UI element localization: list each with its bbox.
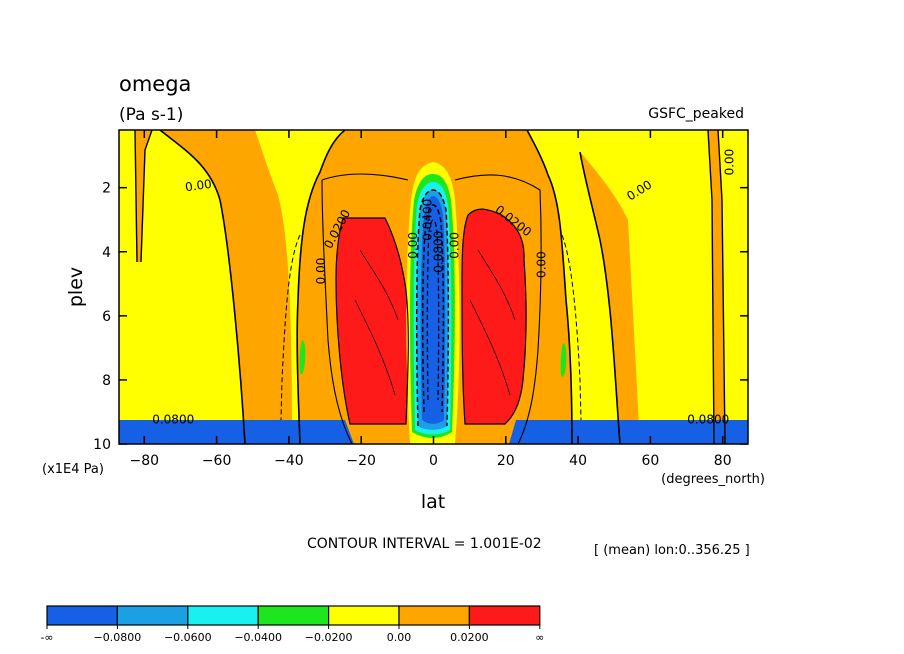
x-tick-label: −80	[130, 453, 160, 469]
colorbar-label: −0.0800	[94, 631, 142, 644]
dataset-label: GSFC_peaked	[648, 106, 744, 122]
contour-equator-dashed-3	[426, 219, 440, 401]
colorbar-label: −0.0200	[305, 631, 353, 644]
contour-zero-left-tongue	[134, 130, 153, 263]
contour-equator-dashed-2	[421, 204, 445, 413]
x-tick-label: −40	[274, 453, 304, 469]
field-orange-nh-middle	[580, 152, 640, 444]
x-axis-label: lat	[421, 491, 445, 513]
x-tick-label: 40	[569, 453, 587, 469]
x-axis: −80 −60 −40 −20 0 20 40 60 80	[130, 130, 732, 469]
contour-red-north-outline	[461, 208, 527, 425]
field-red-north	[462, 209, 527, 424]
field-neutral-northern	[527, 130, 748, 444]
contour-zero-south-upper	[159, 130, 246, 444]
contour-zero-north	[526, 130, 573, 444]
contour-interval-note: CONTOUR INTERVAL = 1.001E-02	[307, 536, 542, 552]
contour-label: 0.00	[534, 251, 548, 278]
chart-title: omega	[119, 72, 191, 96]
colorbar-label: -∞	[40, 631, 53, 644]
contour-red-south-inner	[354, 249, 399, 396]
x-tick-label: 20	[497, 453, 515, 469]
contour-lines	[134, 130, 726, 444]
contour-red-south-outline	[335, 217, 409, 425]
contour-zero-south	[296, 130, 346, 444]
x-tick-label: −20	[346, 453, 376, 469]
field-blue-surface-south	[119, 420, 354, 444]
colorbar-swatch	[187, 605, 259, 626]
colorbar-swatch	[46, 605, 119, 626]
colorbar-label: 0.00	[387, 631, 412, 644]
contour-label: 0.0800	[431, 231, 445, 273]
field-blue-surface-north	[509, 420, 748, 444]
x-tick-label: 80	[714, 453, 732, 469]
y-tick-label: 2	[102, 181, 111, 197]
x-tick-label: 60	[641, 453, 659, 469]
contour-label: 0.00	[722, 149, 736, 176]
x-axis-unit: (degrees_north)	[661, 472, 765, 487]
contour-equator-dashed-1	[415, 189, 450, 427]
contour-label: 0.0800	[152, 412, 194, 426]
contour-label: 0.00	[448, 232, 462, 259]
contour-red-north-inner	[469, 249, 516, 396]
chart-units: (Pa s-1)	[119, 105, 183, 125]
contour-zero-north-upper	[579, 151, 621, 444]
y-tick-label: 10	[93, 437, 111, 453]
contour-zero-right-tongue	[707, 130, 726, 444]
plot-area	[119, 130, 748, 444]
colorbar: -∞ −0.0800 −0.0600 −0.0400 −0.0200 0.00 0.0200…	[40, 605, 544, 644]
contour-neg-south-dashed	[280, 234, 301, 421]
field-green-blob-north	[560, 343, 567, 377]
contour-label: 0.0800	[687, 412, 729, 426]
y-axis-unit: (x1E4 Pa)	[42, 462, 104, 477]
field-green-blob-south	[299, 340, 306, 375]
contour-orange-north	[454, 174, 542, 444]
contour-label: 0.00	[184, 177, 212, 195]
contour-label: 0.00	[406, 232, 420, 259]
colorbar-label: 0.0200	[450, 631, 489, 644]
contour-neg-north-dashed	[561, 234, 582, 421]
y-axis: 2 4 6 8 10	[93, 181, 748, 453]
colorbar-swatch	[328, 605, 400, 626]
colorbar-swatch	[116, 605, 189, 626]
colorbar-swatch	[468, 605, 541, 626]
colorbar-label: ∞	[535, 631, 544, 644]
colorbar-swatch	[257, 605, 330, 626]
x-tick-label: −60	[202, 453, 232, 469]
field-orange-left-tongue	[135, 130, 152, 262]
colorbar-label: −0.0400	[234, 631, 282, 644]
contour-orange-south	[321, 173, 409, 444]
contour-label: 0.0400	[421, 199, 435, 241]
contour-label: 0.00	[314, 258, 328, 285]
colorbar-swatch	[398, 605, 471, 626]
field-orange-midlat-south	[160, 130, 292, 444]
colorbar-label: −0.0600	[164, 631, 212, 644]
y-axis-label: plev	[65, 267, 87, 307]
y-tick-label: 4	[102, 245, 111, 261]
x-tick-label: 0	[429, 453, 438, 469]
mean-note: [ (mean) lon:0..356.25 ]	[594, 543, 750, 558]
field-red-south	[336, 218, 409, 424]
y-tick-label: 8	[102, 373, 111, 389]
y-tick-label: 6	[102, 309, 111, 325]
field-blue-equator	[420, 196, 446, 424]
